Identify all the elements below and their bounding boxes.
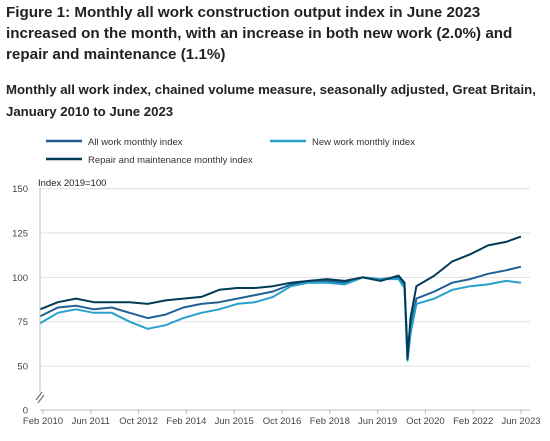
- x-tick-label: Jun 2019: [358, 416, 397, 427]
- series-line-1: [39, 265, 522, 351]
- axis-break-mark: [35, 391, 43, 401]
- x-tick-label: Feb 2022: [453, 416, 493, 427]
- y-axis-break: [35, 188, 45, 404]
- figure-subtitle: Monthly all work index, chained volume m…: [6, 82, 536, 119]
- chart-series: [39, 235, 522, 362]
- series-line-3: [39, 235, 522, 360]
- x-tick-label: Oct 2012: [119, 416, 158, 427]
- y-tick-label: 0: [23, 406, 28, 417]
- x-tick-label: Oct 2020: [406, 416, 445, 427]
- series-line-2: [39, 276, 522, 362]
- x-tick-label: Oct 2016: [263, 416, 302, 427]
- y-tick-label: 100: [12, 273, 28, 284]
- y-axis-unit-label: Index 2019=100: [38, 178, 106, 189]
- x-tick-label: Feb 2018: [310, 416, 350, 427]
- y-tick-label: 50: [17, 362, 28, 373]
- chart-legend: All work monthly index New work monthly i…: [46, 137, 415, 166]
- legend-label: All work monthly index: [88, 137, 183, 148]
- x-tick-label: Feb 2014: [166, 416, 206, 427]
- x-tick-label: Jun 2015: [215, 416, 254, 427]
- y-tick-label: 75: [17, 317, 28, 328]
- legend-label: New work monthly index: [312, 137, 415, 148]
- chart-grid: [40, 188, 530, 411]
- axis-break-mark: [37, 394, 45, 404]
- figure-title: Figure 1: Monthly all work construction …: [6, 4, 513, 63]
- x-axis-ticks: Feb 2010 Jun 2011 Oct 2012 Feb 2014 Jun 2015…: [23, 410, 541, 427]
- x-tick-label: Jun 2023: [501, 416, 540, 427]
- y-tick-label: 150: [12, 184, 28, 195]
- x-tick-label: Feb 2010: [23, 416, 63, 427]
- y-tick-label: 125: [12, 229, 28, 240]
- x-tick-label: Jun 2011: [72, 416, 110, 427]
- axis-break-gap: [35, 393, 45, 400]
- legend-label: Repair and maintenance monthly index: [88, 155, 253, 166]
- y-axis-ticks: 0 50 75 100 125 150: [12, 184, 28, 416]
